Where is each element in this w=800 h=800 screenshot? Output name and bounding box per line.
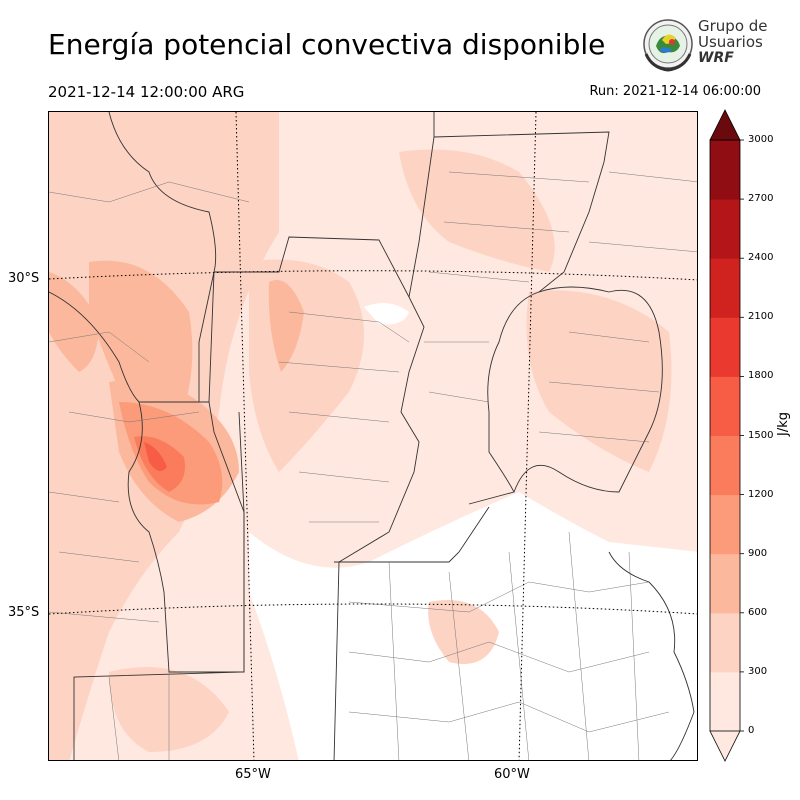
valid-time: 2021-12-14 12:00:00 ARG — [48, 83, 245, 101]
colorbar-tick-label: 1800 — [748, 370, 774, 382]
lat-label-35s: 35°S — [8, 605, 40, 620]
lon-label-65w: 65°W — [235, 767, 271, 782]
colorbar-tick-label: 1500 — [748, 429, 774, 441]
chart-title: Energía potencial convectiva disponible — [48, 28, 606, 61]
colorbar-segment — [710, 435, 740, 496]
coastline — [608, 551, 695, 760]
colorbar-segment — [710, 317, 740, 377]
colorbar-tick-label: 2700 — [748, 193, 774, 205]
colorbar-tick-label: 2100 — [748, 311, 774, 323]
colorbar-segment — [710, 376, 740, 436]
colorbar-segment — [710, 140, 740, 200]
colorbar-segment — [710, 671, 740, 732]
lon-label-60w: 60°W — [494, 767, 530, 782]
province-boundaries — [49, 112, 663, 760]
run-time: Run: 2021-12-14 06:00:00 — [589, 84, 761, 99]
graticule — [49, 112, 697, 760]
colorbar-extend-low — [709, 730, 741, 762]
colorbar-tick-label: 2400 — [748, 252, 774, 264]
lat-label-30s: 30°S — [8, 271, 40, 286]
department-boundaries — [49, 171, 697, 760]
grupo-usuarios-wrf-logo: Grupo de Usuarios WRF — [638, 16, 778, 74]
colorbar-segment — [710, 199, 740, 259]
colorbar-segment — [710, 553, 740, 614]
colorbar — [709, 109, 744, 762]
colorbar-segment — [710, 612, 740, 673]
map-canvas — [49, 112, 697, 760]
colorbar-tick-label: 3000 — [748, 134, 774, 145]
cape-map — [48, 111, 698, 761]
globe-icon — [643, 19, 693, 72]
colorbar-tick-label: 1200 — [748, 488, 774, 500]
colorbar-units: J/kg — [776, 412, 791, 436]
colorbar-tick-label: 300 — [748, 665, 768, 677]
colorbar-tick-label: 600 — [748, 606, 768, 618]
colorbar-tick-label: 0 — [748, 725, 755, 736]
colorbar-extend-high — [709, 109, 741, 141]
colorbar-segment — [710, 494, 740, 555]
colorbar-segment — [710, 258, 740, 318]
colorbar-tick-label: 900 — [748, 547, 768, 559]
logo-text: Grupo de Usuarios WRF — [698, 17, 768, 66]
